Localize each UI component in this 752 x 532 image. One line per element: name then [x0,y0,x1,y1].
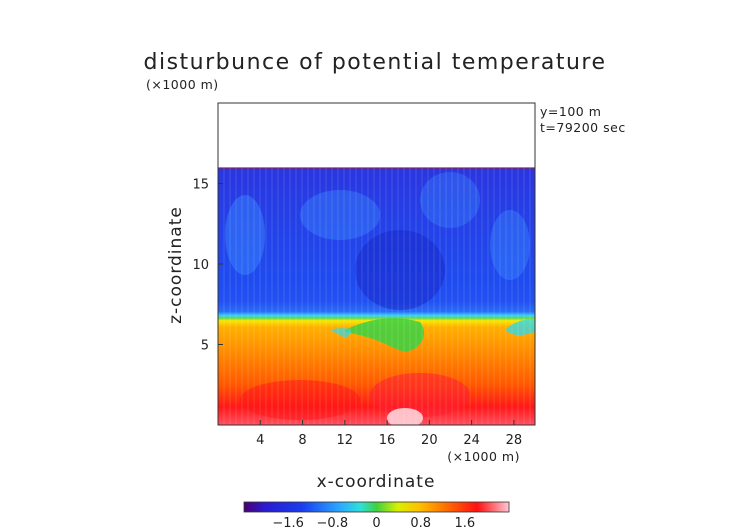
green-tongue [345,318,425,352]
cyan-patch [330,327,352,338]
y-tick-label: 5 [201,339,209,354]
colorbar-tick-label: −0.8 [317,516,349,531]
red-lobe [240,380,360,420]
x-unit-label: (×1000 m) [447,449,520,464]
x-tick-label: 28 [506,433,523,448]
red-lobe [370,373,470,417]
colorbar-ticks: −1.6 −0.8 0 0.8 1.6 [272,516,475,531]
cyan-patch [505,319,535,336]
x-axis-label: x-coordinate [317,472,436,492]
colorbar-tick-label: 0.8 [410,516,431,531]
x-tick-label: 12 [337,433,354,448]
pink-spot [387,408,423,425]
colorbar-tick-label: 1.6 [454,516,475,531]
colorbar [243,501,510,513]
heatmap-field [218,167,535,425]
swirl-patch [490,210,530,280]
x-tick-label: 8 [298,433,306,448]
colorbar-tick-label: 0 [372,516,380,531]
x-ticks: 4 8 12 16 20 24 28 [256,420,522,448]
y-tick-label: 15 [192,178,209,193]
info-line-t: t=79200 sec [540,120,626,135]
swirl-patch [420,172,480,228]
y-axis-label: z-coordinate [166,206,186,324]
dark-patch [355,230,445,310]
info-line-y: y=100 m [540,104,601,119]
x-tick-label: 24 [463,433,480,448]
chart-title: disturbunce of potential temperature [144,50,607,75]
swirl-patch [225,195,265,275]
x-tick-label: 4 [256,433,264,448]
grid-lines [218,167,531,425]
z-scale-note: (×1000 m) [146,77,219,92]
colorbar-tick-label: −1.6 [272,516,304,531]
x-tick-label: 16 [379,433,396,448]
x-tick-label: 20 [421,433,438,448]
y-ticks: 5 10 15 [192,178,223,354]
y-tick-label: 10 [192,258,209,273]
swirl-patch [300,190,380,240]
